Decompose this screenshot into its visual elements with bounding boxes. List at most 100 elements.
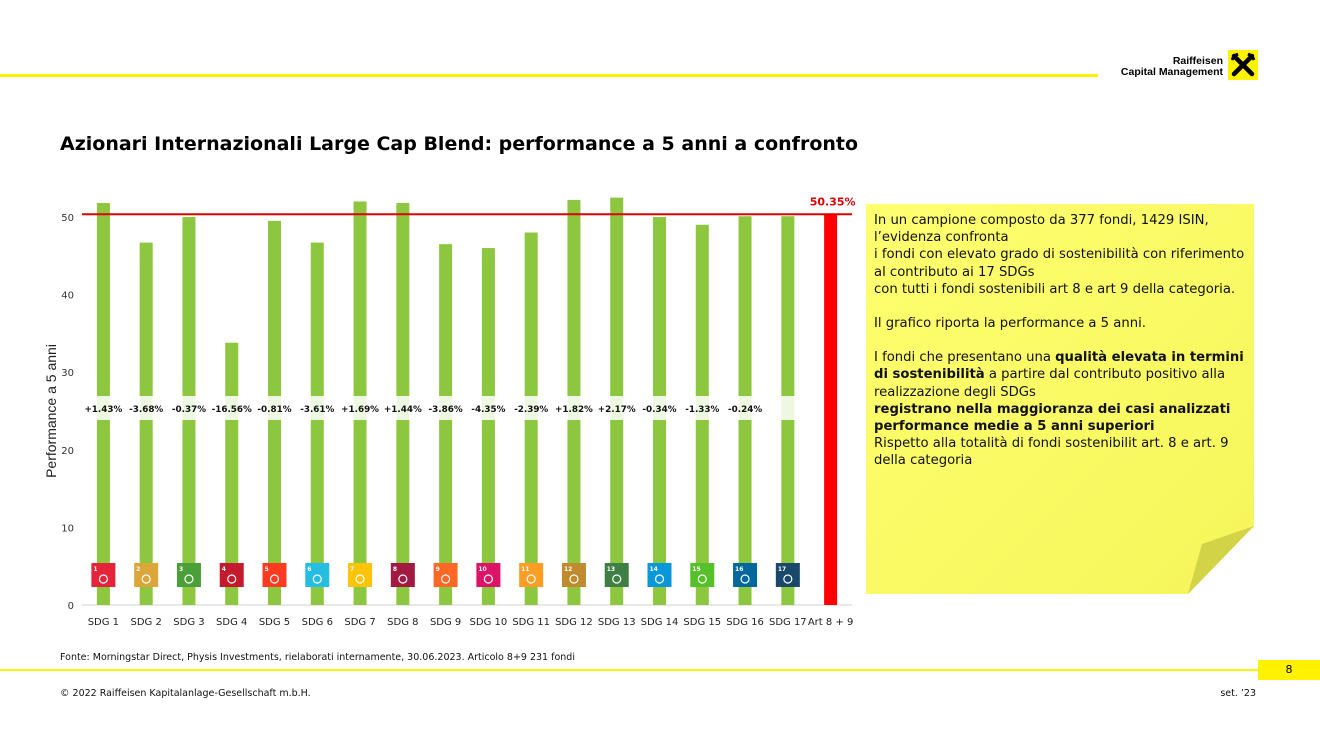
diff-label: -3.61% — [300, 405, 334, 415]
diff-label: +1.44% — [384, 405, 422, 415]
y-tick-label: 10 — [61, 523, 74, 534]
sdg-glyph-icon — [697, 574, 707, 584]
note-p1c: con tutti i fondi sostenibili art 8 e ar… — [874, 281, 1236, 297]
diff-label-bg — [767, 396, 808, 420]
sdg-icon-number: 6 — [307, 566, 311, 573]
sdg-icon-number: 9 — [436, 566, 440, 573]
footer-rule — [0, 669, 1258, 671]
note-p3e: Rispetto alla totalità di fondi sostenib… — [874, 436, 1229, 469]
x-tick-label: SDG 14 — [641, 617, 679, 628]
sdg-icon-number: 12 — [564, 566, 572, 573]
sdg-glyph-icon — [98, 574, 108, 584]
sdg-glyph-icon — [312, 574, 322, 584]
diff-label-bg — [468, 396, 509, 420]
sdg-glyph-icon — [483, 574, 493, 584]
x-tick-label: SDG 6 — [302, 617, 333, 628]
x-tick-label: SDG 12 — [555, 617, 593, 628]
diff-label: +2.17% — [598, 405, 636, 415]
sdg-icon-number: 11 — [521, 566, 529, 573]
performance-chart: Performance a 5 anni 0 10 20 30 40 50 SDG 1 +1.4… — [43, 195, 856, 628]
sdg-glyph-icon — [355, 574, 365, 584]
diff-label-bg — [83, 396, 124, 420]
diff-label: -0.34% — [642, 405, 676, 415]
diff-label: -2.39% — [514, 405, 548, 415]
diff-label: +1.43% — [84, 405, 122, 415]
footer-date: set. ’23 — [1220, 688, 1256, 699]
brand-name: Raiffeisen Capital Management — [1121, 56, 1223, 78]
y-tick-label: 30 — [61, 368, 74, 379]
note-text: In un campione composto da 377 fondi, 14… — [874, 212, 1249, 470]
sdg-glyph-icon — [612, 574, 622, 584]
sdg-icon-number: 4 — [222, 566, 226, 573]
diff-label: -0.37% — [172, 405, 206, 415]
sdg-icon-number: 8 — [393, 566, 397, 573]
page-title: Azionari Internazionali Large Cap Blend:… — [60, 133, 859, 155]
brand-line-1: Raiffeisen — [1172, 55, 1223, 67]
sdg-glyph-icon — [569, 574, 579, 584]
x-tick-label: SDG 5 — [259, 617, 290, 628]
diff-label-bg — [168, 396, 209, 420]
y-tick-label: 20 — [61, 446, 74, 457]
x-tick-label: SDG 1 — [88, 617, 119, 628]
note-p1: In un campione composto da 377 fondi, 14… — [874, 213, 1209, 246]
benchmark-bar — [824, 214, 838, 605]
sdg-glyph-icon — [783, 574, 793, 584]
note-p3b: qualità elevata in termini di sostenibil… — [874, 350, 1244, 383]
diff-label-bg — [297, 396, 338, 420]
diff-label-bg — [682, 396, 723, 420]
diff-label: -0.81% — [257, 405, 291, 415]
diff-label: -1.33% — [685, 405, 719, 415]
brand-line-2: Capital Management — [1120, 66, 1223, 78]
raiffeisen-logo-icon — [1228, 50, 1258, 80]
x-tick-label: SDG 9 — [430, 617, 461, 628]
x-tick-label: SDG 10 — [470, 617, 508, 628]
sdg-icon-number: 15 — [692, 566, 700, 573]
source-note: Fonte: Morningstar Direct, Physis Invest… — [60, 652, 575, 663]
sdg-glyph-icon — [269, 574, 280, 584]
diff-label-bg — [596, 396, 637, 420]
y-tick-label: 0 — [68, 601, 74, 612]
diff-label-bg — [725, 396, 766, 420]
sdg-icon-number: 17 — [778, 566, 786, 573]
diff-label-bg — [211, 396, 252, 420]
sdg-glyph-icon — [654, 574, 665, 584]
x-tick-label: SDG 7 — [344, 617, 375, 628]
x-tick-label: Art 8 + 9 — [808, 617, 854, 628]
x-tick-label: SDG 11 — [512, 617, 550, 628]
sdg-icon-number: 13 — [607, 566, 615, 573]
diff-label-bg — [639, 396, 680, 420]
copyright: © 2022 Raiffeisen Kapitalanlage-Gesellsc… — [60, 688, 311, 699]
note-p3: I fondi che presentano una qualità eleva… — [874, 349, 1249, 401]
x-tick-label: SDG 17 — [769, 617, 807, 628]
x-tick-label: SDG 4 — [216, 617, 247, 628]
sdg-glyph-icon — [526, 574, 536, 584]
note-p3d: registrano nella maggioranza dei casi an… — [874, 401, 1231, 435]
sdg-glyph-icon — [141, 574, 151, 584]
diff-label: -16.56% — [212, 405, 252, 415]
diff-label: +1.69% — [341, 405, 379, 415]
note-p2: Il grafico riporta la performance a 5 an… — [874, 316, 1146, 332]
diff-label-bg — [553, 396, 594, 420]
sdg-icon-number: 16 — [735, 566, 743, 573]
x-tick-label: SDG 8 — [387, 617, 418, 628]
sdg-icon-number: 3 — [179, 566, 183, 573]
x-tick-label: SDG 3 — [173, 617, 204, 628]
y-tick-label: 50 — [61, 213, 74, 224]
page-number: 8 — [1258, 660, 1320, 680]
x-tick-label: SDG 2 — [130, 617, 161, 628]
note-p1b: i fondi con elevato grado di sostenibili… — [874, 247, 1245, 280]
sdg-icon-number: 2 — [136, 566, 140, 573]
sdg-glyph-icon — [398, 574, 408, 584]
x-tick-label: SDG 15 — [683, 617, 721, 628]
bar — [310, 242, 324, 605]
y-axis-label: Performance a 5 anni — [43, 344, 59, 478]
diff-label-bg — [382, 396, 423, 420]
header-rule — [0, 74, 1098, 77]
diff-label: -0.24% — [728, 405, 762, 415]
diff-label: -3.68% — [129, 405, 163, 415]
sdg-glyph-icon — [441, 574, 451, 584]
sdg-icon-number: 10 — [478, 566, 486, 573]
sdg-icon-number: 7 — [350, 566, 354, 573]
sdg-glyph-icon — [184, 574, 194, 584]
bar — [439, 244, 453, 605]
